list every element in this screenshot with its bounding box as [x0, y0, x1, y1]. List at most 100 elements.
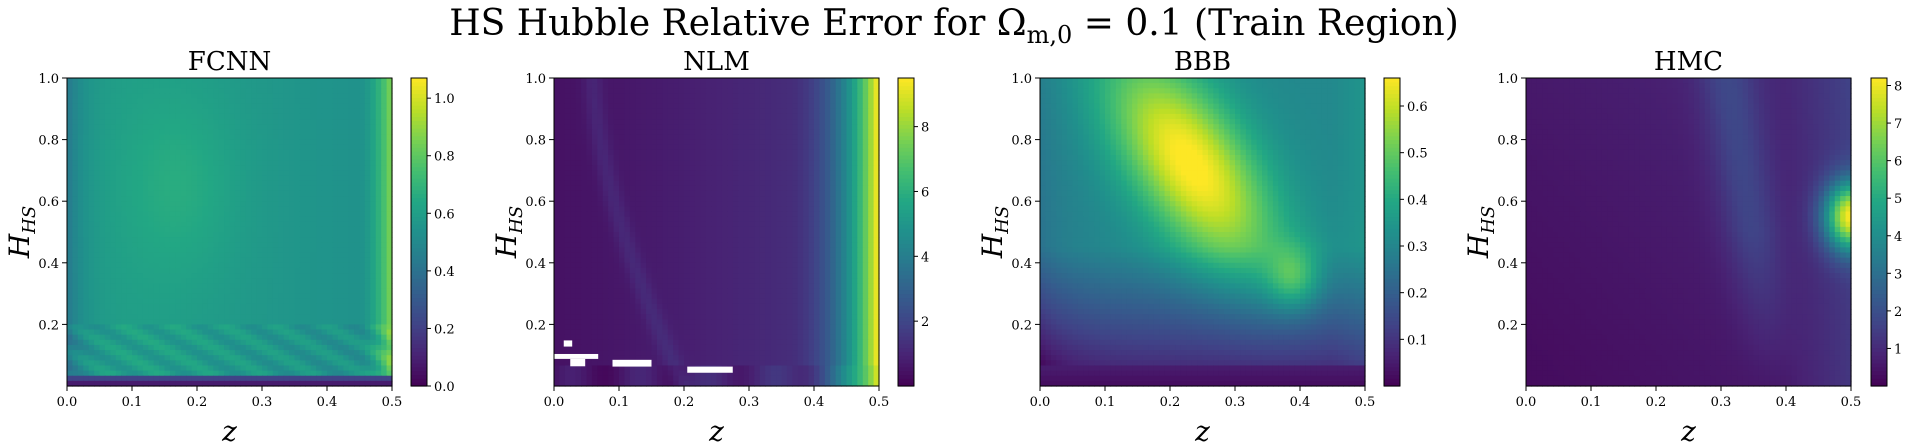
heatmap-cell: [727, 134, 734, 141]
heatmap-cell: [797, 165, 804, 171]
heatmap-cell: [299, 180, 306, 187]
heatmap-cell: [142, 232, 149, 238]
heatmap-cell: [77, 180, 84, 187]
heatmap-cell: [67, 124, 74, 130]
heatmap-cell: [121, 83, 128, 89]
heatmap-cell: [175, 129, 182, 136]
heatmap-cell: [619, 129, 626, 136]
heatmap-cell: [110, 78, 117, 84]
heatmap-cell: [175, 221, 182, 228]
heatmap-cell: [635, 139, 642, 146]
heatmap-cell: [586, 119, 593, 125]
heatmap-cell: [359, 298, 366, 305]
heatmap-cell: [256, 298, 263, 305]
heatmap-cell: [137, 344, 144, 351]
heatmap-cell: [278, 380, 285, 387]
heatmap-cell: [202, 190, 209, 197]
heatmap-cell: [256, 257, 263, 264]
heatmap-cell: [186, 175, 193, 182]
heatmap-cell: [381, 365, 388, 372]
heatmap-cell: [694, 113, 701, 120]
heatmap-cell: [245, 324, 252, 331]
heatmap-cell: [83, 247, 90, 254]
heatmap-cell: [629, 78, 636, 84]
heatmap-cell: [841, 134, 848, 141]
heatmap-cell: [256, 375, 263, 382]
heatmap-cell: [575, 165, 582, 171]
heatmap-cell: [169, 98, 176, 105]
heatmap-cell: [256, 288, 263, 295]
heatmap-cell: [294, 314, 301, 320]
heatmap-cell: [213, 185, 220, 192]
heatmap-cell: [635, 170, 642, 177]
heatmap-cell: [148, 119, 155, 125]
heatmap-cell: [673, 144, 680, 151]
heatmap-cell: [868, 139, 875, 146]
heatmap-cell: [299, 221, 306, 228]
heatmap-cell: [121, 93, 128, 100]
heatmap-cell: [327, 144, 334, 151]
heatmap-cell: [824, 108, 831, 115]
heatmap-cell: [732, 165, 739, 171]
heatmap-cell: [819, 113, 826, 120]
heatmap-cell: [251, 288, 258, 295]
heatmap-cell: [272, 273, 279, 279]
heatmap-cell: [786, 175, 793, 182]
heatmap-cell: [305, 350, 312, 356]
heatmap-cell: [586, 170, 593, 177]
heatmap-cell: [77, 185, 84, 192]
heatmap-cell: [294, 350, 301, 356]
heatmap-cell: [732, 180, 739, 187]
heatmap-cell: [83, 278, 90, 284]
heatmap-cell: [299, 196, 306, 202]
heatmap-cell: [294, 278, 301, 284]
heatmap-cell: [354, 113, 361, 120]
heatmap-cell: [164, 211, 171, 218]
heatmap-cell: [781, 165, 788, 171]
heatmap-cell: [359, 108, 366, 115]
heatmap-cell: [197, 226, 204, 233]
heatmap-cell: [175, 309, 182, 315]
heatmap-cell: [749, 108, 756, 115]
heatmap-cell: [765, 113, 772, 120]
heatmap-cell: [316, 293, 323, 300]
heatmap-cell: [272, 175, 279, 182]
heatmap-cell: [294, 201, 301, 207]
heatmap-cell: [364, 88, 371, 94]
heatmap-cell: [359, 83, 366, 89]
heatmap-cell: [104, 314, 111, 320]
heatmap-cell: [159, 247, 166, 254]
heatmap-cell: [327, 196, 334, 202]
heatmap-cell: [370, 324, 377, 331]
heatmap-cell: [191, 226, 198, 233]
heatmap-cell: [868, 88, 875, 94]
heatmap-cell: [186, 206, 193, 213]
heatmap-cell: [83, 237, 90, 243]
heatmap-cell: [337, 267, 344, 274]
heatmap-cell: [224, 237, 231, 243]
heatmap-cell: [386, 232, 393, 238]
heatmap-cell: [581, 88, 588, 94]
heatmap-cell: [332, 211, 339, 218]
heatmap-cell: [159, 267, 166, 274]
heatmap-cell: [77, 165, 84, 171]
heatmap-cell: [115, 380, 122, 387]
heatmap-cell: [94, 144, 101, 151]
heatmap-cell: [316, 309, 323, 315]
heatmap-cell: [613, 113, 620, 120]
heatmap-cell: [797, 108, 804, 115]
heatmap-cell: [689, 144, 696, 151]
heatmap-cell: [262, 155, 269, 161]
heatmap-cell: [354, 252, 361, 259]
heatmap-cell: [727, 160, 734, 166]
heatmap-cell: [667, 134, 674, 141]
heatmap-cell: [370, 108, 377, 115]
heatmap-cell: [348, 247, 355, 254]
heatmap-cell: [234, 226, 241, 233]
heatmap-cell: [197, 180, 204, 187]
heatmap-cell: [148, 134, 155, 141]
heatmap-cell: [305, 262, 312, 269]
heatmap-cell: [759, 93, 766, 100]
heatmap-cell: [72, 160, 79, 166]
heatmap-cell: [224, 144, 231, 151]
